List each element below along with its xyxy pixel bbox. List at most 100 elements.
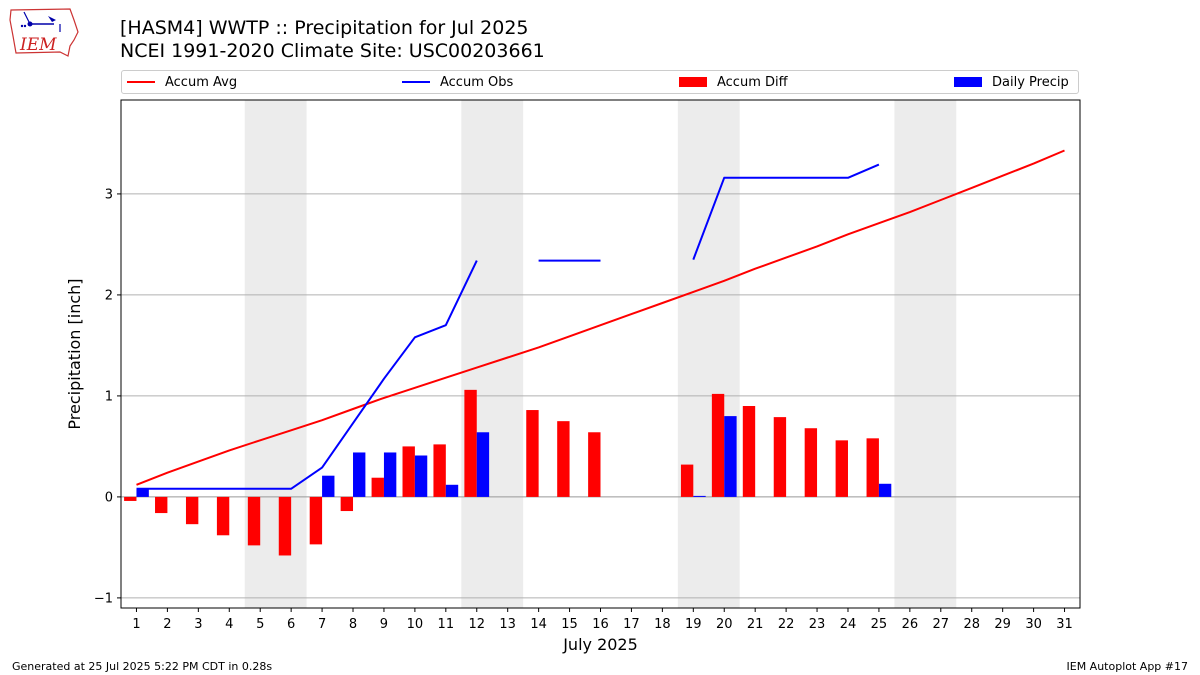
- x-tick-label: 28: [963, 617, 980, 632]
- daily-precip-bar: [322, 475, 335, 497]
- accum-diff-bar: [742, 406, 756, 497]
- legend: Accum Avg Accum Obs Accum Diff Daily Pre…: [121, 70, 1079, 94]
- iem-logo: IEM: [8, 6, 82, 62]
- accum-diff-bar: [309, 496, 323, 545]
- generated-timestamp: Generated at 25 Jul 2025 5:22 PM CDT in …: [12, 660, 273, 673]
- y-tick-label: 2: [105, 288, 113, 303]
- weekend-band: [894, 100, 957, 608]
- x-tick-label: 18: [654, 617, 671, 632]
- y-axis-label: Precipitation [inch]: [65, 278, 84, 429]
- accum-diff-bar: [340, 496, 354, 512]
- line-series: [136, 149, 1065, 490]
- x-tick-label: 2: [163, 617, 171, 632]
- x-tick-label: 30: [1025, 617, 1042, 632]
- chart-subtitle: NCEI 1991-2020 Climate Site: USC00203661: [120, 40, 545, 62]
- daily-precip-bar: [445, 484, 459, 497]
- legend-item-accum-diff: Accum Diff: [679, 74, 788, 92]
- y-axis-ticks: −1 0 1 2 3: [94, 187, 121, 606]
- x-tick-label: 3: [194, 617, 202, 632]
- daily-precip-bar: [383, 452, 397, 497]
- accum-obs-line: [136, 163, 880, 490]
- daily-precip-bar: [724, 416, 737, 497]
- accum-diff-bar: [557, 421, 570, 497]
- chart-title: [HASM4] WWTP :: Precipitation for Jul 20…: [120, 17, 529, 39]
- x-tick-label: 24: [840, 617, 857, 632]
- accum-diff-bar: [278, 496, 292, 556]
- accum-diff-bar: [711, 393, 725, 497]
- legend-label: Accum Diff: [717, 75, 788, 90]
- x-tick-label: 16: [592, 617, 609, 632]
- x-tick-label: 8: [349, 617, 357, 632]
- accum-diff-bar: [371, 477, 384, 497]
- legend-swatch: [127, 80, 155, 83]
- accum-diff-bar: [247, 496, 261, 546]
- accum-diff-bar: [680, 464, 694, 497]
- x-tick-label: 21: [747, 617, 764, 632]
- x-tick-label: 31: [1056, 617, 1073, 632]
- accum-diff-bar: [804, 428, 818, 497]
- daily-precip-bar: [136, 488, 149, 497]
- y-gridlines: [121, 193, 1080, 599]
- x-tick-label: 26: [902, 617, 919, 632]
- x-tick-label: 10: [407, 617, 424, 632]
- weekend-band: [677, 100, 740, 608]
- x-tick-label: 14: [530, 617, 547, 632]
- x-tick-label: 17: [623, 617, 640, 632]
- x-tick-label: 15: [561, 617, 578, 632]
- x-tick-label: 7: [318, 617, 326, 632]
- x-tick-label: 23: [809, 617, 826, 632]
- accum-diff-bar: [433, 444, 446, 497]
- bar-series: [124, 389, 892, 556]
- daily-precip-bar: [353, 452, 366, 497]
- accum-diff-bar: [526, 410, 539, 497]
- accum-diff-bar: [835, 440, 848, 497]
- daily-precip-bar: [476, 432, 490, 497]
- legend-swatch: [679, 76, 707, 87]
- legend-swatch: [954, 76, 982, 87]
- x-tick-label: 6: [287, 617, 295, 632]
- accum-diff-bar: [464, 389, 477, 497]
- app-credit: IEM Autoplot App #17: [1066, 660, 1189, 673]
- x-axis-ticks: 1 2 3 4 5 6 7 8 9 10 11 12 13 14 15 16 17 18 19 20 21 22 23 24 2…: [132, 608, 1073, 632]
- x-tick-label: 29: [994, 617, 1011, 632]
- x-tick-label: 12: [468, 617, 485, 632]
- x-tick-label: 19: [685, 617, 702, 632]
- legend-label: Daily Precip: [992, 75, 1069, 90]
- legend-swatch: [402, 80, 430, 83]
- daily-precip-bar: [878, 483, 892, 497]
- accum-diff-bar: [773, 417, 787, 497]
- accum-diff-bar: [402, 446, 415, 497]
- x-tick-label: 22: [778, 617, 795, 632]
- accum-diff-bar: [124, 496, 137, 501]
- x-tick-label: 27: [933, 617, 950, 632]
- weekend-shading: [244, 100, 957, 608]
- x-tick-label: 4: [225, 617, 233, 632]
- y-tick-label: −1: [94, 591, 113, 606]
- accum-avg-line: [136, 149, 1065, 486]
- legend-label: Accum Obs: [440, 75, 514, 90]
- accum-diff-bar: [588, 432, 601, 497]
- x-tick-label: 9: [380, 617, 388, 632]
- x-tick-label: 25: [871, 617, 888, 632]
- legend-item-daily-precip: Daily Precip: [954, 74, 1069, 92]
- x-tick-label: 1: [132, 617, 140, 632]
- accum-diff-bar: [216, 496, 230, 536]
- x-tick-label: 11: [438, 617, 455, 632]
- accum-diff-bar: [185, 496, 199, 525]
- x-tick-label: 20: [716, 617, 733, 632]
- x-axis-label: July 2025: [562, 635, 638, 654]
- svg-text:IEM: IEM: [19, 35, 57, 55]
- accum-diff-bar: [155, 496, 168, 514]
- y-tick-label: 1: [105, 389, 113, 404]
- legend-item-accum-obs: Accum Obs: [402, 74, 513, 92]
- legend-label: Accum Avg: [165, 75, 238, 90]
- weekend-band: [461, 100, 524, 608]
- y-tick-label: 3: [105, 187, 113, 202]
- daily-precip-bar: [414, 455, 428, 497]
- x-tick-label: 5: [256, 617, 264, 632]
- y-tick-label: 0: [105, 490, 113, 505]
- accum-diff-bar: [866, 438, 879, 497]
- daily-precip-bar: [693, 495, 706, 497]
- legend-item-accum-avg: Accum Avg: [127, 74, 237, 92]
